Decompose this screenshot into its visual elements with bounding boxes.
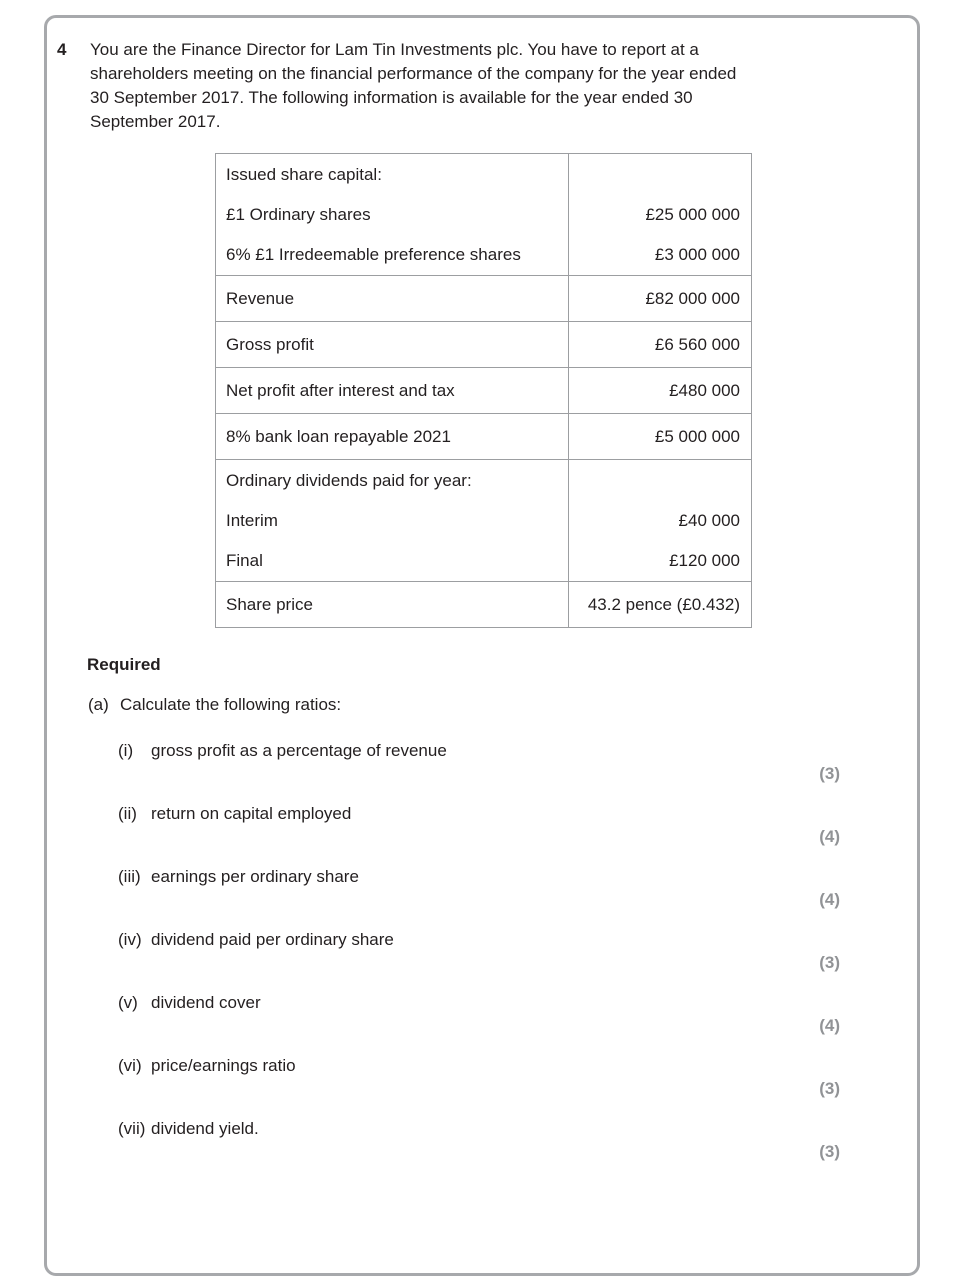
ratio-item-text: dividend cover (151, 993, 261, 1012)
ratio-item-text: gross profit as a percentage of revenue (151, 741, 447, 760)
ratio-item-number: (vii) (118, 1119, 146, 1138)
table-value-cell: £6 560 000 (569, 322, 751, 367)
financial-data-table: Issued share capital: £1 Ordinary shares… (215, 153, 752, 628)
table-value-cell: £40 000 £120 000 (569, 460, 751, 581)
ratio-item-number: (v) (118, 993, 138, 1012)
marks-badge: (4) (819, 890, 840, 909)
ratio-item-number: (iv) (118, 930, 142, 949)
table-label: £1 Ordinary shares (226, 205, 371, 224)
marks-badge: (3) (819, 953, 840, 972)
exam-page-frame: 4 You are the Finance Director for Lam T… (44, 15, 920, 1276)
table-row-gross-profit: Gross profit £6 560 000 (216, 321, 751, 367)
question-number: 4 (57, 40, 67, 59)
table-value: £40 000 (678, 511, 740, 530)
table-row-revenue: Revenue £82 000 000 (216, 275, 751, 321)
table-label-cell: Net profit after interest and tax (216, 368, 569, 413)
table-value-cell: £5 000 000 (569, 414, 751, 459)
ratio-item-vi: (vi) price/earnings ratio (3) (118, 1054, 840, 1100)
ratio-item-text: return on capital employed (151, 804, 352, 823)
ratio-item-vii: (vii) dividend yield. (3) (118, 1117, 840, 1163)
table-label-cell: Ordinary dividends paid for year: Interi… (216, 460, 569, 581)
part-a-label: (a) (88, 695, 109, 714)
table-value-cell: £480 000 (569, 368, 751, 413)
table-label: 6% £1 Irredeemable preference shares (226, 245, 521, 264)
ratio-item-i: (i) gross profit as a percentage of reve… (118, 739, 840, 785)
question-intro-paragraph: You are the Finance Director for Lam Tin… (90, 40, 737, 131)
table-label: Revenue (226, 289, 295, 308)
table-value-cell: £25 000 000 £3 000 000 (569, 154, 751, 275)
table-value: £25 000 000 (645, 205, 740, 224)
marks-badge: (4) (819, 827, 840, 846)
table-value: £3 000 000 (654, 245, 740, 264)
table-row-share-price: Share price 43.2 pence (£0.432) (216, 581, 751, 627)
table-value: £5 000 000 (654, 427, 740, 446)
table-label-cell: Share price (216, 582, 569, 627)
ratio-item-number: (ii) (118, 804, 137, 823)
table-row-net-profit: Net profit after interest and tax £480 0… (216, 367, 751, 413)
ratio-item-text: dividend paid per ordinary share (151, 930, 394, 949)
ratio-item-text: price/earnings ratio (151, 1056, 296, 1075)
table-label: 8% bank loan repayable 2021 (226, 427, 451, 446)
marks-badge: (3) (819, 1142, 840, 1161)
table-value: £480 000 (669, 381, 740, 400)
table-label: Final (226, 551, 263, 570)
marks-badge: (3) (819, 764, 840, 783)
ratio-list: (i) gross profit as a percentage of reve… (118, 739, 840, 1163)
table-value (580, 163, 740, 186)
table-value: £120 000 (669, 551, 740, 570)
table-label: Gross profit (226, 335, 314, 354)
required-heading: Required (87, 655, 161, 674)
table-label: Issued share capital: (226, 165, 382, 184)
table-row-issued-share-capital: Issued share capital: £1 Ordinary shares… (216, 154, 751, 275)
table-label-cell: Issued share capital: £1 Ordinary shares… (216, 154, 569, 275)
table-value-cell: £82 000 000 (569, 276, 751, 321)
table-row-ordinary-dividends: Ordinary dividends paid for year: Interi… (216, 459, 751, 581)
part-a-row: (a) Calculate the following ratios: (88, 693, 917, 716)
table-value (580, 469, 740, 492)
table-value-cell: 43.2 pence (£0.432) (569, 582, 751, 627)
ratio-item-number: (vi) (118, 1056, 142, 1075)
table-label: Ordinary dividends paid for year: (226, 471, 472, 490)
table-label: Net profit after interest and tax (226, 381, 455, 400)
table-value: £82 000 000 (645, 289, 740, 308)
ratio-item-ii: (ii) return on capital employed (4) (118, 802, 840, 848)
question-header: 4 You are the Finance Director for Lam T… (57, 38, 917, 134)
ratio-item-v: (v) dividend cover (4) (118, 991, 840, 1037)
ratio-item-text: dividend yield. (151, 1119, 259, 1138)
table-label-cell: Revenue (216, 276, 569, 321)
table-label-cell: 8% bank loan repayable 2021 (216, 414, 569, 459)
ratio-item-number: (iii) (118, 867, 141, 886)
table-label-cell: Gross profit (216, 322, 569, 367)
ratio-item-number: (i) (118, 741, 134, 760)
marks-badge: (3) (819, 1079, 840, 1098)
table-label: Share price (226, 595, 313, 614)
marks-badge: (4) (819, 1016, 840, 1035)
ratio-item-iii: (iii) earnings per ordinary share (4) (118, 865, 840, 911)
table-row-bank-loan: 8% bank loan repayable 2021 £5 000 000 (216, 413, 751, 459)
ratio-item-iv: (iv) dividend paid per ordinary share (3… (118, 928, 840, 974)
part-a-text: Calculate the following ratios: (120, 695, 342, 714)
table-value: 43.2 pence (£0.432) (587, 595, 740, 614)
table-value: £6 560 000 (654, 335, 740, 354)
ratio-item-text: earnings per ordinary share (151, 867, 359, 886)
table-label: Interim (226, 511, 278, 530)
